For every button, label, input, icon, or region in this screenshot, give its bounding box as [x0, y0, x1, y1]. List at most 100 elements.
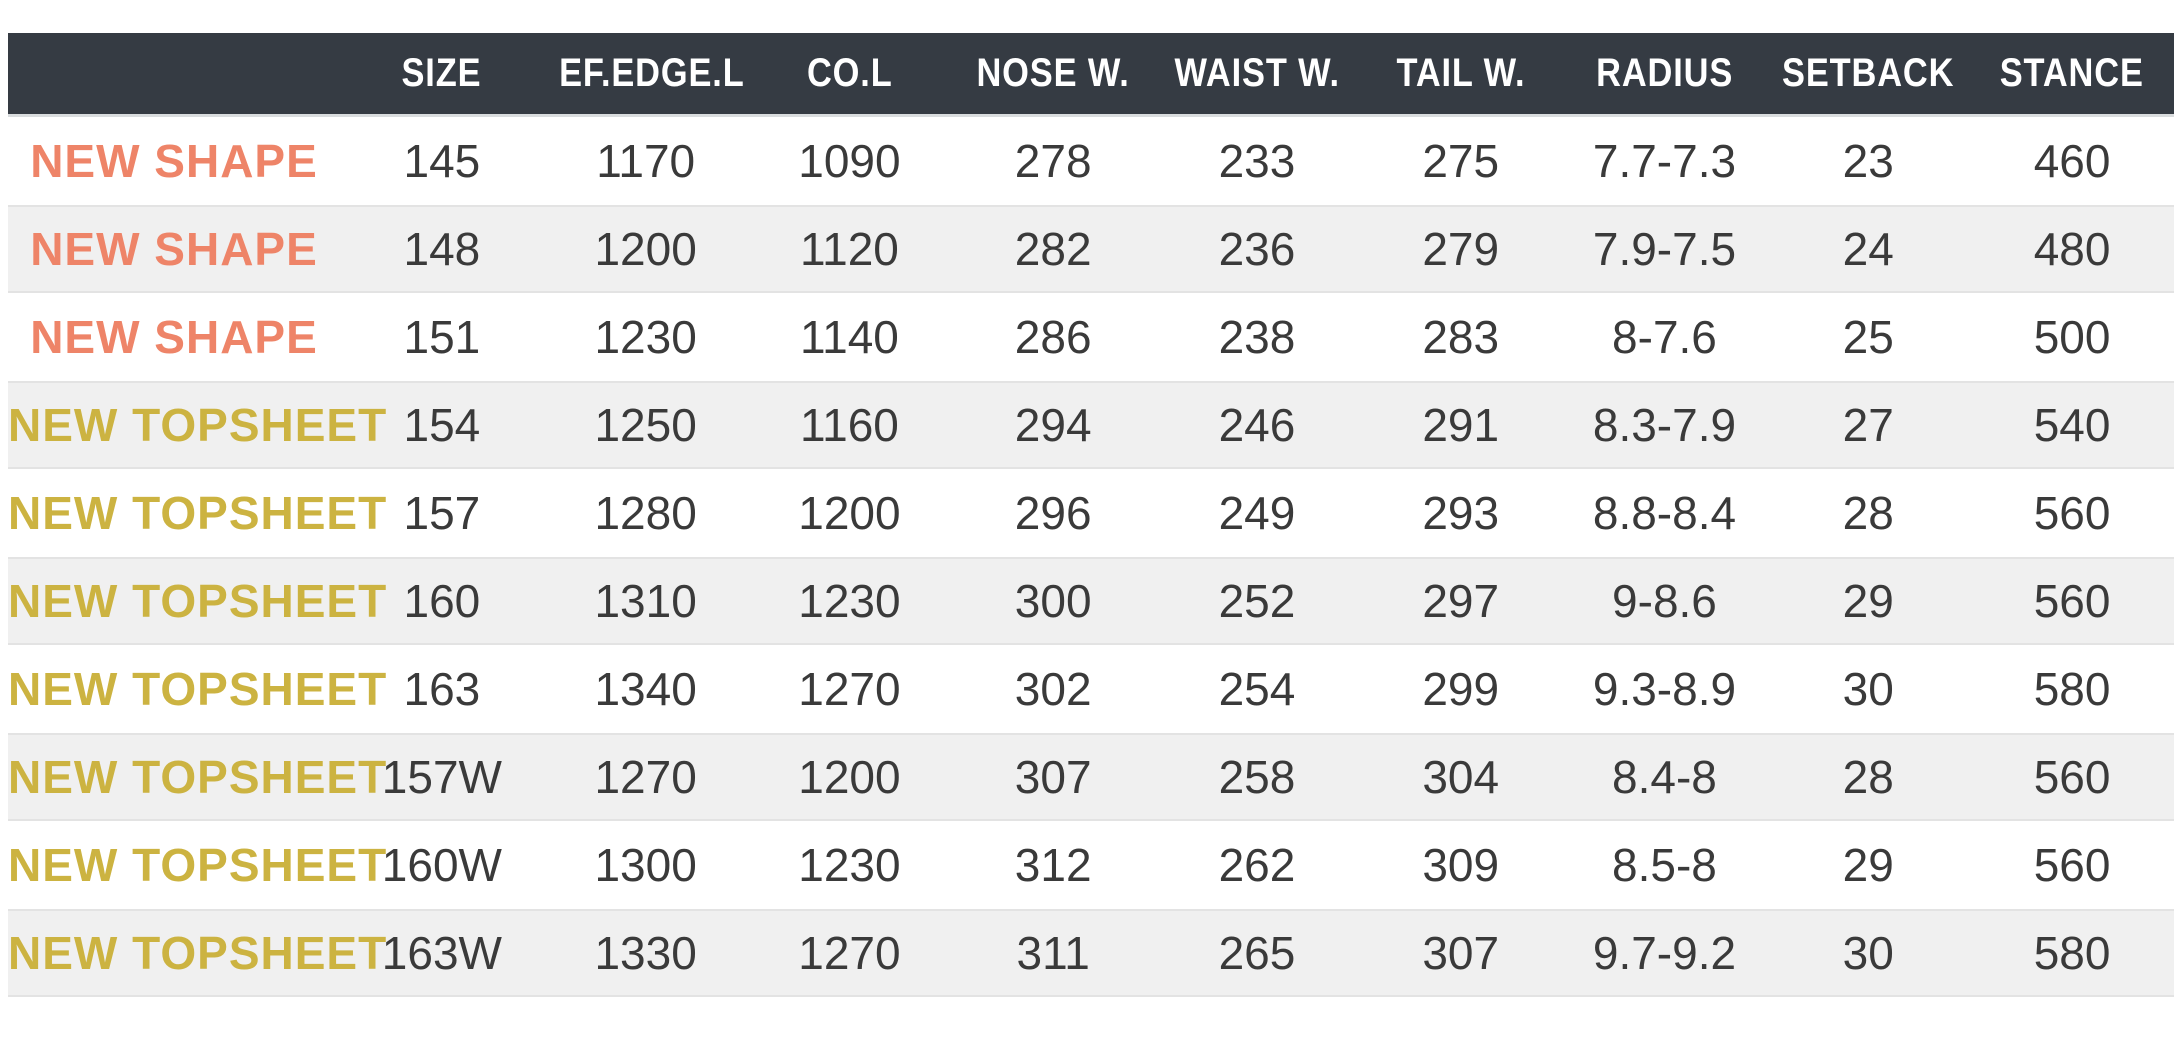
cell-tail-w: 283: [1358, 293, 1563, 381]
cell-co-l: 1230: [747, 821, 952, 909]
cell-size: 151: [340, 293, 544, 381]
cell-radius: 9.3-8.9: [1562, 645, 1767, 733]
page: SIZE EF.EDGE.L CO.L NOSE W. WAIST W. TAIL W. R…: [8, 33, 2174, 997]
cell-radius: 9.7-9.2: [1562, 909, 1767, 997]
cell-stance: 580: [1970, 645, 2174, 733]
row-tag-new-topsheet: NEW TOPSHEET: [8, 557, 386, 645]
table-row: NEW TOPSHEET 163W 1330 1270 311 265 307 9.7-9.2…: [8, 909, 2174, 997]
cell-waist-w: 249: [1155, 469, 1359, 557]
cell-tail-w: 291: [1358, 381, 1563, 469]
table-row: NEW TOPSHEET 163 1340 1270 302 254 299 9.3-8.9 3…: [8, 645, 2174, 733]
cell-nose-w: 311: [951, 909, 1156, 997]
table-row: NEW SHAPE 145 1170 1090 278 233 275 7.7-7.3 23 46…: [8, 117, 2174, 205]
cell-setback: 30: [1766, 645, 1971, 733]
cell-setback: 27: [1766, 381, 1971, 469]
table-header: SIZE EF.EDGE.L CO.L NOSE W. WAIST W. TAIL W. R…: [8, 33, 2174, 117]
cell-ef-edge-l: 1170: [543, 117, 748, 205]
row-tag-new-shape: NEW SHAPE: [8, 117, 340, 205]
cell-co-l: 1090: [747, 117, 952, 205]
cell-stance: 500: [1970, 293, 2174, 381]
row-tag-new-topsheet: NEW TOPSHEET: [8, 381, 386, 469]
cell-radius: 8.4-8: [1562, 733, 1767, 821]
cell-waist-w: 246: [1155, 381, 1359, 469]
cell-size: 148: [340, 205, 544, 293]
header-cell-tag: [8, 33, 340, 117]
header-cell-co-l: CO.L: [747, 33, 952, 117]
cell-radius: 8.8-8.4: [1562, 469, 1767, 557]
row-tag-new-shape: NEW SHAPE: [8, 293, 340, 381]
cell-nose-w: 300: [951, 557, 1156, 645]
cell-size: 160W: [340, 821, 544, 909]
cell-nose-w: 282: [951, 205, 1156, 293]
cell-tail-w: 299: [1358, 645, 1563, 733]
header-label-tail-w: TAIL W.: [1396, 51, 1526, 95]
cell-co-l: 1270: [747, 645, 952, 733]
row-tag-new-topsheet: NEW TOPSHEET: [8, 645, 386, 733]
cell-waist-w: 265: [1155, 909, 1359, 997]
cell-waist-w: 236: [1155, 205, 1359, 293]
cell-co-l: 1120: [747, 205, 952, 293]
cell-radius: 8-7.6: [1562, 293, 1767, 381]
cell-waist-w: 252: [1155, 557, 1359, 645]
cell-nose-w: 296: [951, 469, 1156, 557]
cell-tail-w: 293: [1358, 469, 1563, 557]
cell-ef-edge-l: 1330: [543, 909, 748, 997]
cell-co-l: 1270: [747, 909, 952, 997]
cell-size: 163W: [340, 909, 544, 997]
cell-radius: 7.9-7.5: [1562, 205, 1767, 293]
cell-ef-edge-l: 1200: [543, 205, 748, 293]
cell-size: 154: [340, 381, 544, 469]
cell-nose-w: 278: [951, 117, 1156, 205]
header-cell-ef-edge-l: EF.EDGE.L: [543, 33, 748, 117]
cell-ef-edge-l: 1250: [543, 381, 748, 469]
header-cell-size: SIZE: [340, 33, 544, 117]
header-label-radius: RADIUS: [1595, 51, 1733, 95]
cell-waist-w: 254: [1155, 645, 1359, 733]
cell-ef-edge-l: 1270: [543, 733, 748, 821]
cell-size: 160: [340, 557, 544, 645]
cell-waist-w: 262: [1155, 821, 1359, 909]
header-label-stance: STANCE: [2000, 51, 2145, 95]
cell-ef-edge-l: 1340: [543, 645, 748, 733]
cell-tail-w: 279: [1358, 205, 1563, 293]
cell-ef-edge-l: 1230: [543, 293, 748, 381]
row-tag-new-topsheet: NEW TOPSHEET: [8, 909, 386, 997]
table-row: NEW SHAPE 151 1230 1140 286 238 283 8-7.6 25 500: [8, 293, 2174, 381]
table-row: NEW TOPSHEET 160W 1300 1230 312 262 309 8.5-8 29…: [8, 821, 2174, 909]
cell-nose-w: 294: [951, 381, 1156, 469]
cell-setback: 28: [1766, 469, 1971, 557]
cell-nose-w: 286: [951, 293, 1156, 381]
cell-setback: 30: [1766, 909, 1971, 997]
cell-stance: 560: [1970, 469, 2174, 557]
cell-radius: 9-8.6: [1562, 557, 1767, 645]
table-row: NEW TOPSHEET 160 1310 1230 300 252 297 9-8.6 29 5…: [8, 557, 2174, 645]
cell-tail-w: 297: [1358, 557, 1563, 645]
header-label-ef-edge-l: EF.EDGE.L: [558, 51, 745, 95]
header-label-setback: SETBACK: [1782, 51, 1955, 95]
row-tag-new-shape: NEW SHAPE: [8, 205, 340, 293]
cell-co-l: 1200: [747, 469, 952, 557]
header-row: SIZE EF.EDGE.L CO.L NOSE W. WAIST W. TAIL W. R…: [8, 33, 2174, 117]
cell-stance: 540: [1970, 381, 2174, 469]
header-cell-setback: SETBACK: [1766, 33, 1971, 117]
cell-co-l: 1140: [747, 293, 952, 381]
cell-tail-w: 307: [1358, 909, 1563, 997]
table-row: NEW TOPSHEET 154 1250 1160 294 246 291 8.3-7.9 2…: [8, 381, 2174, 469]
cell-co-l: 1230: [747, 557, 952, 645]
cell-co-l: 1200: [747, 733, 952, 821]
header-cell-nose-w: NOSE W.: [951, 33, 1156, 117]
cell-tail-w: 275: [1358, 117, 1563, 205]
table-row: NEW TOPSHEET 157W 1270 1200 307 258 304 8.4-8 28…: [8, 733, 2174, 821]
cell-tail-w: 304: [1358, 733, 1563, 821]
cell-nose-w: 302: [951, 645, 1156, 733]
cell-size: 157: [340, 469, 544, 557]
header-label-co-l: CO.L: [806, 51, 893, 95]
row-tag-new-topsheet: NEW TOPSHEET: [8, 821, 386, 909]
cell-nose-w: 307: [951, 733, 1156, 821]
cell-setback: 29: [1766, 821, 1971, 909]
cell-stance: 560: [1970, 821, 2174, 909]
cell-stance: 560: [1970, 733, 2174, 821]
cell-nose-w: 312: [951, 821, 1156, 909]
cell-stance: 460: [1970, 117, 2174, 205]
cell-setback: 25: [1766, 293, 1971, 381]
